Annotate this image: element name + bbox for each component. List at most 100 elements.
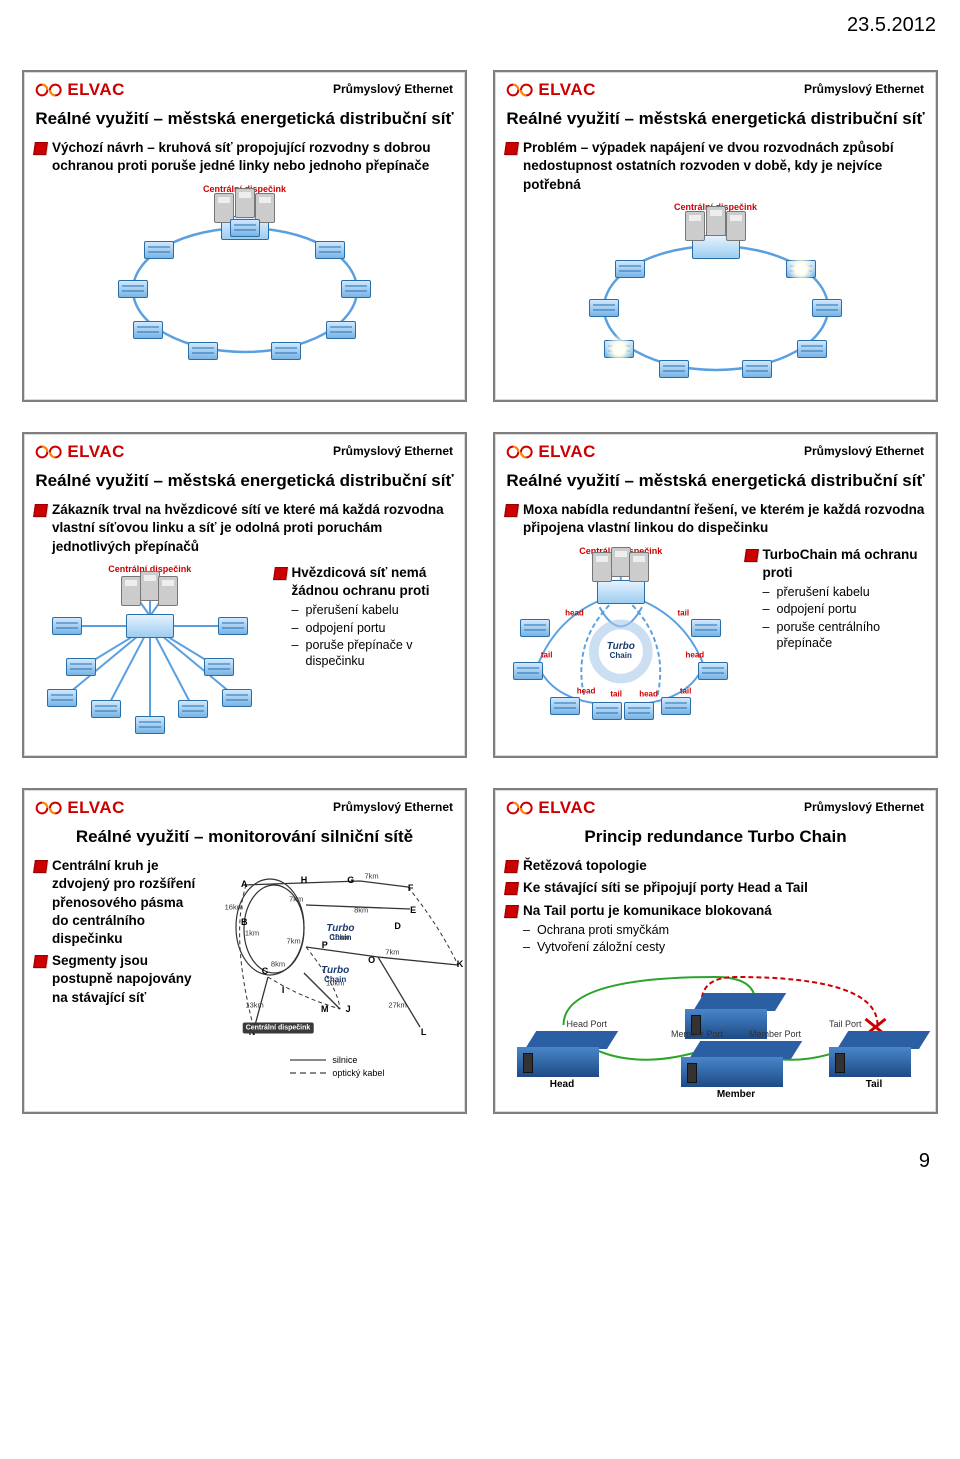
brand-name: ELVAC	[67, 798, 125, 818]
slide-3: ELVAC Průmyslový Ethernet Reálné využití…	[22, 432, 467, 758]
switch-node	[659, 360, 689, 378]
slide-title: Reálné využití – monitorování silniční s…	[34, 826, 455, 847]
logo-icon	[505, 444, 534, 460]
switch-node	[188, 342, 218, 360]
switch-node	[52, 617, 82, 635]
bullet-item: Centrální kruh je zdvojený pro rozšíření…	[34, 857, 202, 948]
central-dispatch-box: Centrální dispečink	[243, 1023, 314, 1034]
page-number: 9	[0, 1144, 960, 1191]
bullet-item: Řetězová topologie	[505, 857, 926, 875]
bullet-item: Ke stávající síti se připojují porty Hea…	[505, 879, 926, 897]
map-node-label: F	[408, 883, 414, 893]
map-node-label: H	[301, 875, 308, 885]
slide-1: ELVAC Průmyslový Ethernet Reálné využití…	[22, 70, 467, 402]
logo-icon	[34, 444, 63, 460]
switch-3d-icon	[829, 1031, 919, 1077]
failure-glow	[605, 335, 633, 363]
distance-label: 7km	[289, 894, 303, 903]
switch-node	[133, 321, 163, 339]
slide-2: ELVAC Průmyslový Ethernet Reálné využití…	[493, 70, 938, 402]
distance-label: 7km	[385, 948, 399, 957]
bullet-item: Výchozí návrh – kruhová síť propojující …	[34, 139, 455, 175]
tc-logo-l2: Chain	[321, 976, 349, 984]
bullet-item: Segmenty jsou postupně napojovány na stá…	[34, 952, 202, 1007]
turbo-chain-logo: Turbo Chain	[321, 966, 349, 984]
switch-node	[624, 702, 654, 720]
logo-icon	[34, 82, 63, 98]
map-node-label: K	[457, 959, 464, 969]
device-member: Member Port Member Port Member	[671, 1029, 801, 1100]
server-icon	[158, 576, 178, 606]
bullet-text: Hvězdicová síť nemá žádnou ochranu proti	[292, 565, 430, 598]
bullet-list: Moxa nabídla redundantní řešení, ve kter…	[505, 501, 926, 537]
map-legend: silnice optický kabel	[290, 1055, 470, 1078]
device-label: Member	[717, 1089, 755, 1100]
switch-node	[144, 241, 174, 259]
server-icon	[140, 571, 160, 601]
slide-title: Reálné využití – městská energetická dis…	[505, 108, 926, 129]
center-switch	[126, 614, 174, 638]
endpoint-label: tail	[678, 609, 690, 618]
switch-node	[218, 617, 248, 635]
turbo-chain-logo: Turbo Chain	[607, 642, 635, 660]
switch-node	[222, 689, 252, 707]
brand-name: ELVAC	[538, 80, 596, 100]
switch-node	[178, 700, 208, 718]
endpoint-label: head	[686, 650, 705, 659]
switch-node	[589, 299, 619, 317]
server-icon	[629, 552, 649, 582]
map-node-label: I	[282, 985, 285, 995]
sub-item: poruše přepínače v dispečinku	[292, 637, 455, 670]
slide-title: Princip redundance Turbo Chain	[505, 826, 926, 847]
bullet-item: Problém – výpadek napájení ve dvou rozvo…	[505, 139, 926, 194]
server-icon	[255, 193, 275, 223]
bullet-text: TurboChain má ochranu proti	[763, 547, 918, 580]
switch-3d-icon	[681, 1041, 791, 1087]
redundancy-diagram: Switch Head Port Head Member Port Member…	[505, 963, 926, 1083]
endpoint-label: tail	[541, 650, 553, 659]
switch-node	[661, 697, 691, 715]
distance-label: 1km	[245, 929, 259, 938]
switch-node	[230, 219, 260, 237]
brand-name: ELVAC	[538, 798, 596, 818]
distance-label: 7km	[364, 872, 378, 881]
map-node-label: G	[347, 875, 354, 885]
sub-item: odpojení portu	[292, 620, 455, 636]
switch-node	[520, 619, 550, 637]
brand-name: ELVAC	[538, 442, 596, 462]
slide-grid: ELVAC Průmyslový Ethernet Reálné využití…	[0, 0, 960, 1144]
switch-node	[797, 340, 827, 358]
switch-node	[550, 697, 580, 715]
bullet-list: Centrální kruh je zdvojený pro rozšíření…	[34, 857, 202, 1007]
legend-solid-label: silnice	[332, 1055, 357, 1065]
switch-node	[592, 702, 622, 720]
logo-icon	[505, 82, 534, 98]
server-icon	[706, 206, 726, 236]
map-node-label: B	[241, 917, 248, 927]
switch-node	[691, 619, 721, 637]
port-label: Member Port	[749, 1029, 801, 1039]
map-node-label: E	[410, 905, 416, 915]
sub-list: přerušení kabelu odpojení portu poruše p…	[292, 602, 455, 669]
port-label: Head Port	[566, 1019, 607, 1029]
switch-node	[742, 360, 772, 378]
port-label: Tail Port	[829, 1019, 862, 1029]
sub-list: přerušení kabelu odpojení portu poruše c…	[763, 584, 926, 651]
bullet-list: Zákazník trval na hvězdicové sítí ve kte…	[34, 501, 455, 556]
switch-node	[812, 299, 842, 317]
sub-item: Vytvoření záložní cesty	[523, 939, 926, 955]
distance-label: 13km	[245, 1001, 263, 1010]
bullet-list: TurboChain má ochranu proti přerušení ka…	[745, 546, 926, 651]
ring-diagram	[115, 198, 375, 368]
distance-label: 7km	[286, 936, 300, 945]
distance-label: 8km	[354, 906, 368, 915]
bullet-item: Na Tail portu je komunikace blokovaná Oc…	[505, 902, 926, 956]
switch-node	[66, 658, 96, 676]
bullet-list: Hvězdicová síť nemá žádnou ochranu proti…	[274, 564, 455, 669]
sub-item: přerušení kabelu	[763, 584, 926, 600]
slide-subtitle: Průmyslový Ethernet	[333, 82, 453, 96]
endpoint-label: head	[577, 686, 596, 695]
distance-label: 16km	[225, 902, 243, 911]
server-icon	[592, 552, 612, 582]
switch-3d-icon	[517, 1031, 607, 1077]
